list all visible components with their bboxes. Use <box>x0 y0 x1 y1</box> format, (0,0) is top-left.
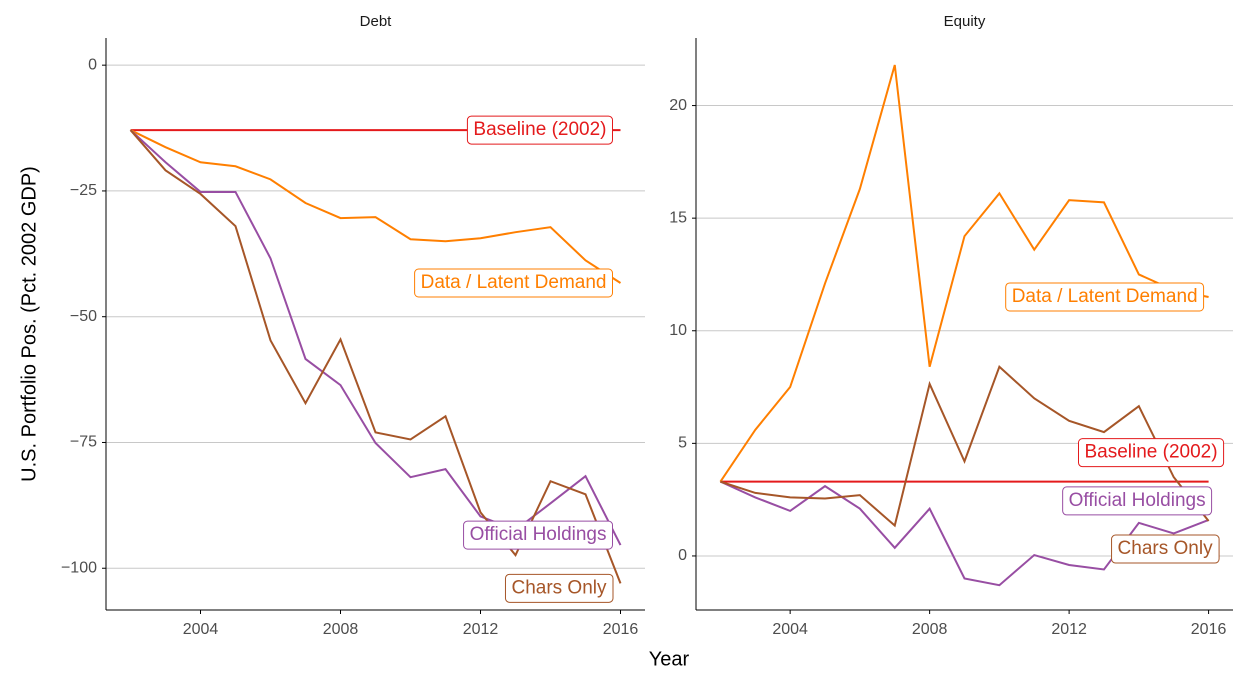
series-label-box <box>466 115 613 145</box>
series-line <box>130 129 622 284</box>
series-line <box>129 129 622 546</box>
panel-title: Equity <box>944 13 986 30</box>
y-tick-label: 0 <box>678 547 687 564</box>
series-label-box <box>1077 438 1225 468</box>
series-label-text: Official Holdings <box>1069 490 1206 511</box>
x-tick-label: 2016 <box>1191 621 1227 638</box>
x-tick-label: 2004 <box>183 621 219 638</box>
series-line <box>719 64 1209 483</box>
y-tick-label: 15 <box>669 209 687 226</box>
series-label-box <box>1005 282 1205 312</box>
y-tick-label: 0 <box>88 56 97 73</box>
x-axis-title: Year <box>649 648 690 670</box>
series-label-text: Chars Only <box>511 577 607 598</box>
series-label-box <box>1062 486 1213 516</box>
series-label: Baseline (2002) <box>1077 438 1225 468</box>
y-tick-label: −50 <box>70 308 97 325</box>
y-tick-label: 10 <box>669 322 687 339</box>
series-label: Chars Only <box>1111 534 1220 564</box>
series-label-text: Chars Only <box>1118 538 1214 559</box>
x-tick-label: 2012 <box>463 621 499 638</box>
series-label: Official Holdings <box>1062 486 1213 516</box>
series-label-box <box>504 573 614 603</box>
series-label: Official Holdings <box>463 520 613 550</box>
series-line <box>720 365 1210 528</box>
series-label: Data / Latent Demand <box>1005 282 1205 312</box>
y-tick-label: −25 <box>70 182 97 199</box>
series-line <box>129 129 622 584</box>
series-label-text: Data / Latent Demand <box>421 272 607 293</box>
series-label: Baseline (2002) <box>466 115 613 145</box>
x-tick-label: 2016 <box>603 621 639 638</box>
y-axis-title: U.S. Portfolio Pos. (Pct. 2002 GDP) <box>18 166 40 482</box>
x-tick-label: 2012 <box>1051 621 1087 638</box>
series-label-text: Official Holdings <box>470 524 607 545</box>
series-label-text: Data / Latent Demand <box>1012 286 1198 307</box>
x-tick-label: 2008 <box>323 621 359 638</box>
panel-title: Debt <box>360 13 393 30</box>
y-tick-label: 5 <box>678 435 687 452</box>
series-label: Data / Latent Demand <box>414 268 613 298</box>
series-label-box <box>1111 534 1220 564</box>
series-label-box <box>414 268 613 298</box>
series-label-box <box>463 520 613 550</box>
series-label-text: Baseline (2002) <box>1084 442 1217 463</box>
x-tick-label: 2004 <box>772 621 808 638</box>
y-tick-label: −100 <box>61 559 97 576</box>
series-label-text: Baseline (2002) <box>473 119 606 140</box>
series-label: Chars Only <box>504 573 614 603</box>
y-tick-label: −75 <box>70 434 97 451</box>
x-tick-label: 2008 <box>912 621 948 638</box>
y-tick-label: 20 <box>669 97 687 114</box>
